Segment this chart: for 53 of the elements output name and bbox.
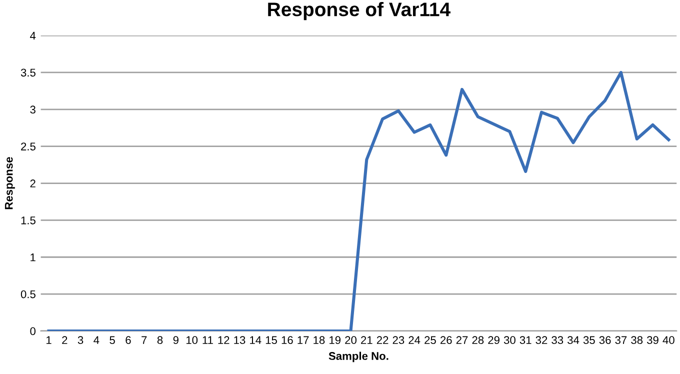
x-tick-label: 37 <box>615 336 627 344</box>
x-tick-label: 24 <box>408 336 420 344</box>
y-tick-label: 0.5 <box>20 290 36 298</box>
x-tick-label: 29 <box>488 336 500 344</box>
x-tick-label: 35 <box>583 336 595 344</box>
x-tick-label: 1 <box>46 336 52 344</box>
y-tick-label: 0 <box>30 327 36 336</box>
x-tick-label: 6 <box>126 336 131 344</box>
x-tick-label: 15 <box>266 336 277 344</box>
x-tick-label: 21 <box>361 336 372 344</box>
y-tick-label: 2.5 <box>21 142 36 150</box>
x-tick-label: 14 <box>250 336 262 344</box>
y-tick-label: 2 <box>30 180 36 188</box>
x-tick-label: 27 <box>456 336 468 344</box>
y-tick-label: 1 <box>30 254 36 262</box>
x-tick-label: 9 <box>173 336 178 344</box>
y-tick-label: 3.5 <box>20 68 36 77</box>
x-tick-label: 7 <box>142 336 147 344</box>
x-tick-label: 25 <box>424 336 436 344</box>
x-tick-label: 12 <box>218 336 230 344</box>
x-tick-label: 5 <box>110 336 115 344</box>
y-tick-label: 3 <box>30 106 36 114</box>
x-axis-title: Sample No. <box>328 352 388 362</box>
x-tick-label: 2 <box>62 336 68 344</box>
x-tick-label: 3 <box>78 336 84 344</box>
x-tick-label: 36 <box>599 336 611 344</box>
x-tick-label: 31 <box>520 336 532 344</box>
x-tick-label: 30 <box>504 336 516 344</box>
x-tick-label: 23 <box>392 336 404 344</box>
x-tick-label: 4 <box>94 336 100 344</box>
x-tick-label: 19 <box>330 336 341 344</box>
x-tick-label: 16 <box>282 336 293 344</box>
x-tick-label: 39 <box>647 336 658 344</box>
x-tick-label: 28 <box>472 336 484 344</box>
y-tick-label: 1.5 <box>21 216 36 224</box>
x-tick-label: 8 <box>157 336 163 344</box>
x-tick-label: 10 <box>186 336 198 344</box>
y-tick-label: 4 <box>30 32 36 40</box>
x-tick-label: 18 <box>314 336 325 344</box>
y-axis-title: Response <box>4 157 15 210</box>
x-tick-label: 17 <box>298 336 309 344</box>
x-tick-label: 20 <box>345 336 356 344</box>
x-tick-label: 32 <box>536 336 548 344</box>
x-tick-label: 33 <box>552 336 564 344</box>
x-tick-label: 13 <box>234 336 246 344</box>
x-tick-label: 40 <box>662 336 674 344</box>
x-tick-label: 11 <box>202 336 213 344</box>
x-tick-label: 22 <box>376 336 388 344</box>
x-tick-label: 34 <box>568 336 580 344</box>
x-tick-label: 38 <box>631 336 643 344</box>
line-series <box>47 70 670 331</box>
chart-title: Response of Var114 <box>268 2 450 20</box>
x-tick-label: 26 <box>440 336 452 344</box>
